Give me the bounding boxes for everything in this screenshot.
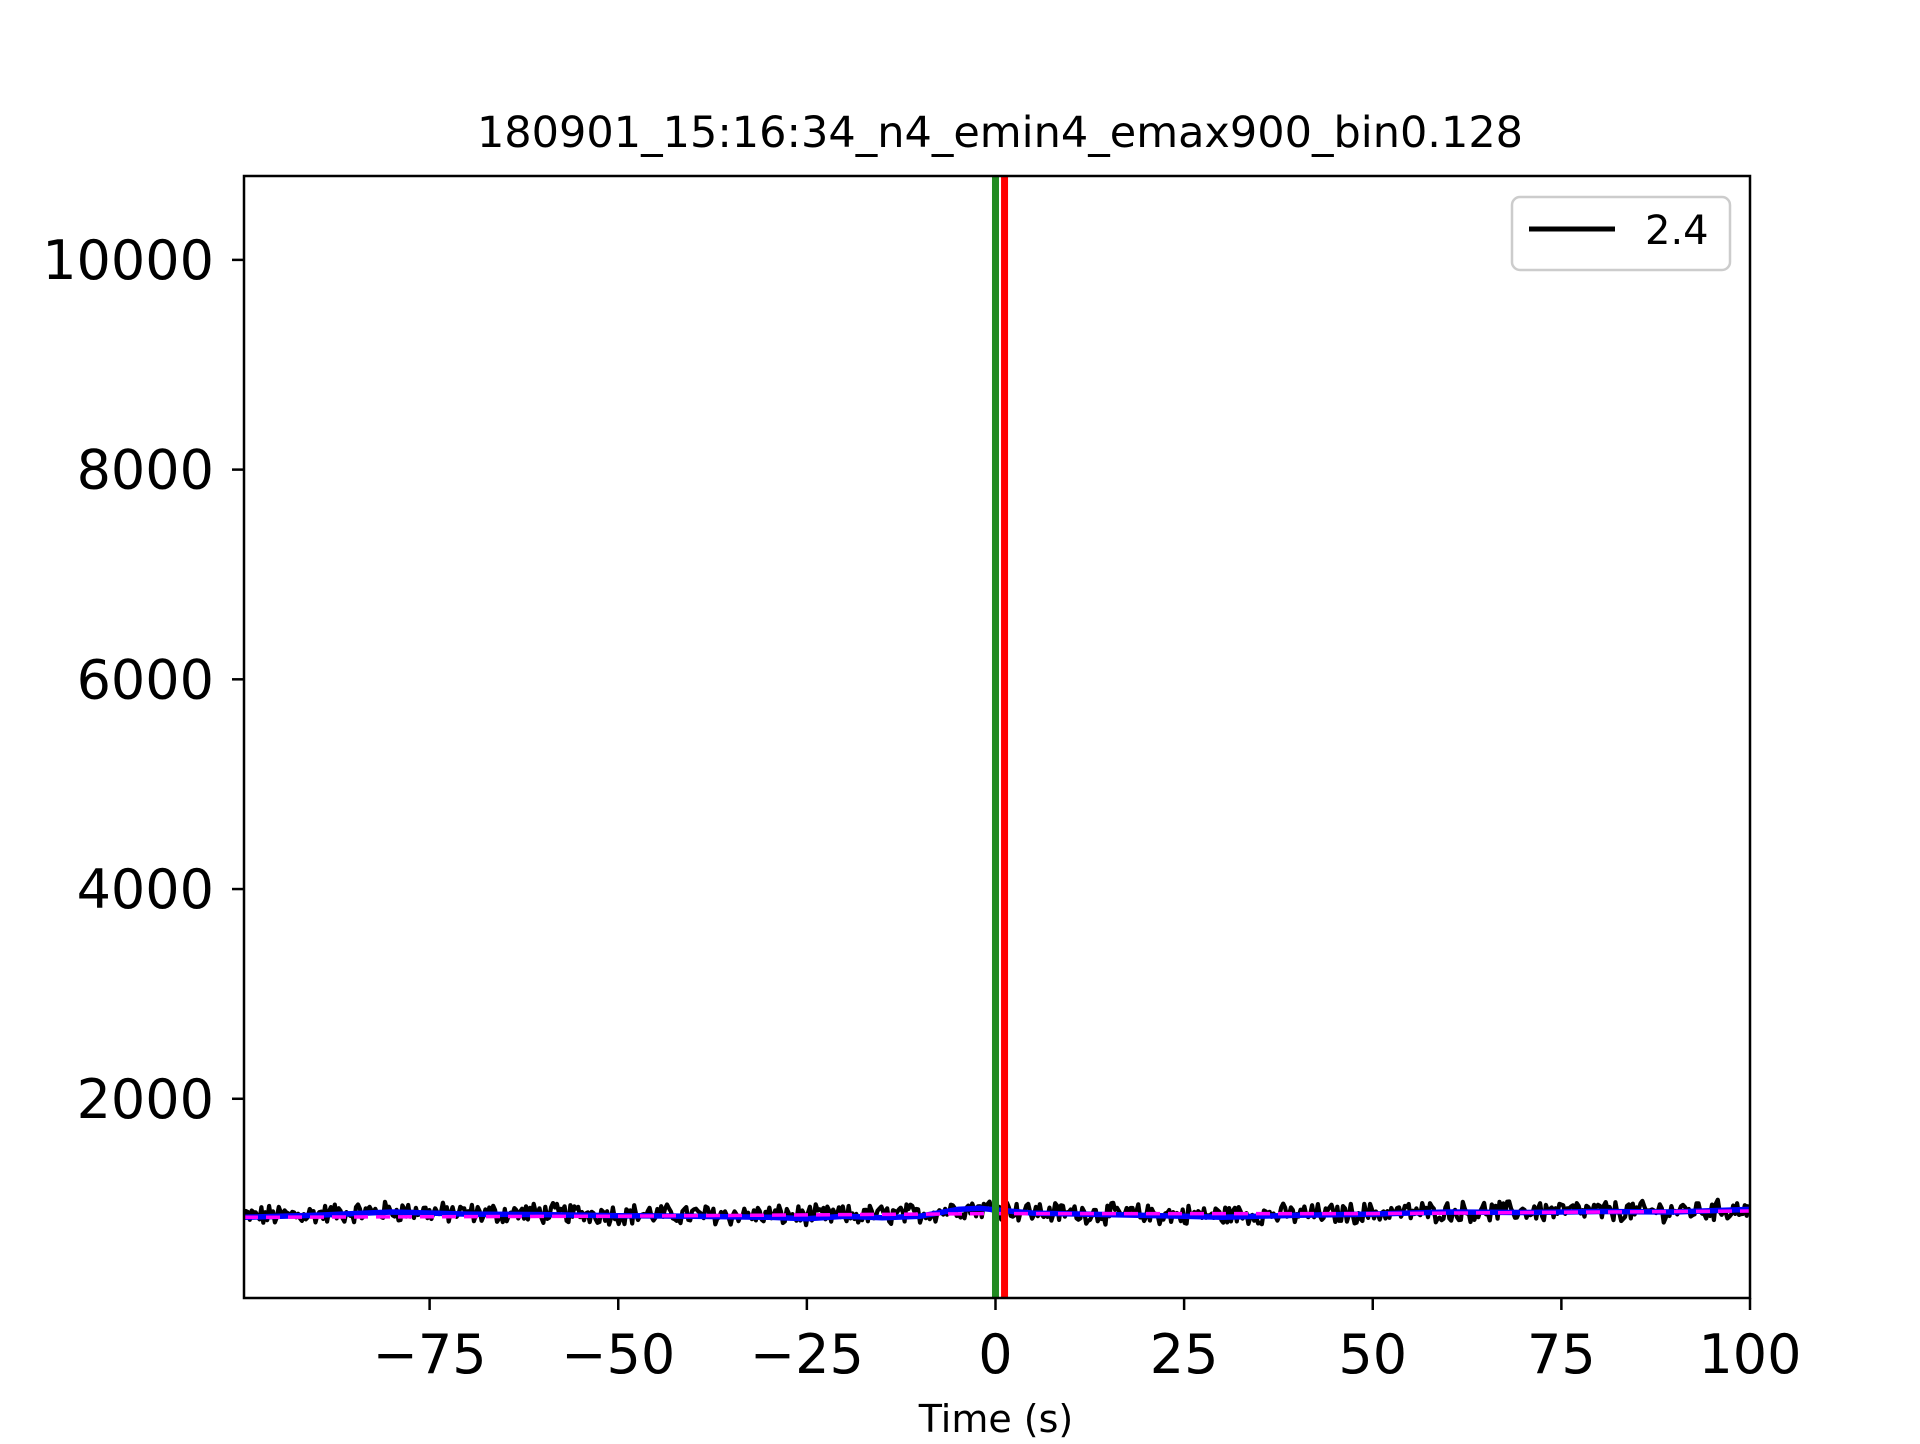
x-tick-label: −25 (750, 1323, 864, 1386)
data-layer (244, 176, 1750, 1298)
chart-title: 180901_15:16:34_n4_emin4_emax900_bin0.12… (477, 108, 1523, 158)
x-tick-label: 100 (1698, 1323, 1801, 1386)
y-tick-label: 10000 (42, 229, 214, 292)
plot-area (242, 174, 1752, 1300)
x-tick-label: −50 (561, 1323, 675, 1386)
y-tick-label: 6000 (77, 648, 214, 711)
legend-entry-label: 2.4 (1645, 208, 1709, 254)
x-axis: −75 −50 −25 0 25 50 75 100 (373, 1298, 1802, 1386)
x-axis-label: Time (s) (918, 1397, 1074, 1440)
x-tick-label: 50 (1338, 1323, 1407, 1386)
legend-box (1510, 195, 1732, 272)
y-tick-label: 8000 (77, 439, 214, 502)
legend: 2.4 (1510, 195, 1732, 272)
y-tick-label: 4000 (77, 858, 214, 921)
axes-frame (242, 174, 1752, 1300)
x-tick-label: 75 (1527, 1323, 1596, 1386)
x-tick-label: 25 (1150, 1323, 1219, 1386)
x-tick-label: −75 (373, 1323, 487, 1386)
y-tick-label: 2000 (77, 1068, 214, 1131)
x-tick-label: 0 (978, 1323, 1012, 1386)
y-axis: 2000 4000 6000 8000 10000 (42, 229, 244, 1131)
